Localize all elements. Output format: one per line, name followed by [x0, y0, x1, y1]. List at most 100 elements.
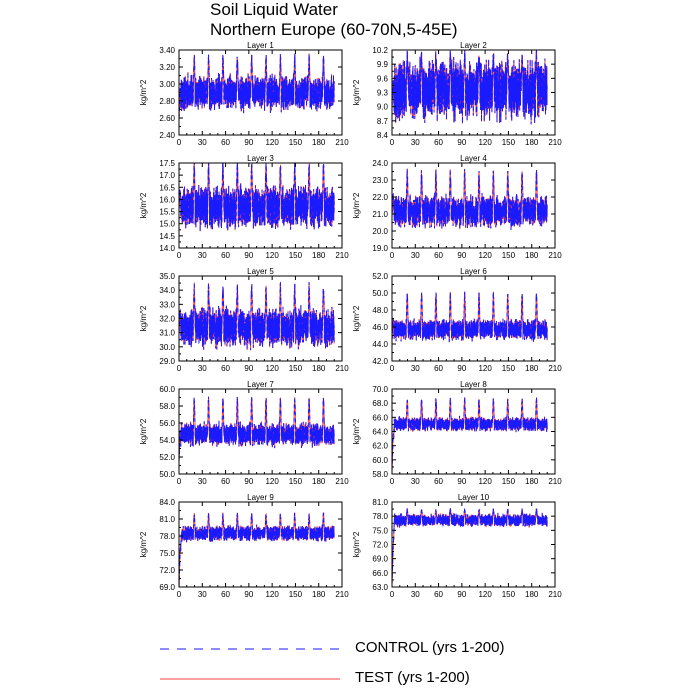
y-tick-label: 44.0	[372, 340, 388, 349]
y-tick-label: 52.0	[159, 453, 175, 462]
x-tick-label: 30	[198, 138, 207, 147]
y-tick-label: 58.0	[159, 402, 175, 411]
y-tick-label: 15.0	[159, 220, 175, 229]
y-tick-label: 68.0	[372, 399, 388, 408]
x-tick-label: 60	[434, 590, 443, 599]
x-tick-label: 210	[335, 590, 349, 599]
y-tick-label: 62.0	[372, 442, 388, 451]
x-tick-label: 180	[312, 364, 326, 373]
x-tick-label: 60	[434, 251, 443, 260]
y-tick-label: 78.0	[372, 512, 388, 521]
x-tick-label: 150	[502, 138, 516, 147]
y-tick-label: 29.0	[159, 357, 175, 366]
y-tick-label: 42.0	[372, 357, 388, 366]
x-tick-label: 210	[335, 251, 349, 260]
y-tick-label: 32.0	[159, 315, 175, 324]
x-tick-label: 180	[312, 138, 326, 147]
figure-title-line1: Soil Liquid Water	[210, 0, 338, 19]
y-tick-label: 48.0	[372, 306, 388, 315]
panel-8: Layer 8 kg/m^2 0 30 60 90 120 150 180 210 58.0 60.0…	[352, 380, 562, 486]
y-tick-label: 70.0	[372, 385, 388, 394]
y-tick-label: 17.5	[159, 159, 175, 168]
x-tick-label: 0	[390, 477, 395, 486]
x-tick-label: 90	[244, 477, 253, 486]
x-tick-label: 30	[411, 590, 420, 599]
y-tick-label: 78.0	[159, 532, 175, 541]
y-tick-label: 20.0	[372, 227, 388, 236]
y-tick-label: 60.0	[372, 456, 388, 465]
control-series-line	[179, 53, 335, 119]
control-series-line	[392, 508, 548, 585]
x-tick-label: 90	[244, 590, 253, 599]
x-tick-label: 90	[457, 138, 466, 147]
x-tick-label: 180	[525, 138, 539, 147]
y-tick-label: 9.0	[377, 103, 389, 112]
y-tick-label: 24.0	[372, 159, 388, 168]
x-tick-label: 90	[457, 251, 466, 260]
y-axis-label: kg/m^2	[139, 305, 148, 331]
y-tick-label: 69.0	[372, 555, 388, 564]
x-tick-label: 60	[221, 138, 230, 147]
panel-title: Layer 1	[247, 41, 274, 50]
y-tick-label: 3.40	[159, 46, 175, 55]
y-tick-label: 34.0	[159, 286, 175, 295]
y-tick-label: 31.0	[159, 329, 175, 338]
x-tick-label: 120	[478, 251, 492, 260]
x-tick-label: 30	[411, 138, 420, 147]
panel-9: Layer 9 kg/m^2 0 30 60 90 120 150 180 210 69.0 72.0…	[139, 493, 349, 599]
y-tick-label: 23.0	[372, 176, 388, 185]
x-tick-label: 120	[265, 251, 279, 260]
panel-5: Layer 5 kg/m^2 0 30 60 90 120 150 180 210 29.0 30.0…	[139, 267, 349, 373]
x-tick-label: 0	[390, 251, 395, 260]
x-tick-label: 150	[289, 251, 303, 260]
x-tick-label: 60	[434, 138, 443, 147]
x-tick-label: 150	[289, 364, 303, 373]
y-tick-label: 8.4	[377, 131, 389, 140]
x-tick-label: 60	[221, 251, 230, 260]
y-tick-label: 14.0	[159, 244, 175, 253]
y-tick-label: 15.5	[159, 208, 175, 217]
x-tick-label: 210	[335, 364, 349, 373]
control-series-line	[392, 50, 548, 125]
y-tick-label: 69.0	[159, 583, 175, 592]
y-tick-label: 3.20	[159, 63, 175, 72]
legend-label-test: TEST (yrs 1-200)	[355, 669, 470, 686]
x-tick-label: 120	[265, 590, 279, 599]
y-tick-label: 19.0	[372, 244, 388, 253]
y-tick-label: 16.5	[159, 183, 175, 192]
control-series-line	[179, 281, 335, 351]
x-tick-label: 30	[198, 590, 207, 599]
x-tick-label: 60	[434, 364, 443, 373]
control-series-line	[179, 512, 335, 587]
x-tick-label: 180	[525, 251, 539, 260]
y-tick-label: 33.0	[159, 300, 175, 309]
x-tick-label: 120	[478, 364, 492, 373]
panel-title: Layer 2	[460, 41, 487, 50]
x-tick-label: 150	[502, 364, 516, 373]
test-series-line	[179, 512, 335, 587]
x-tick-label: 90	[457, 477, 466, 486]
y-tick-label: 56.0	[159, 419, 175, 428]
x-tick-label: 0	[177, 477, 182, 486]
y-tick-label: 72.0	[159, 566, 175, 575]
x-tick-label: 60	[221, 477, 230, 486]
panel-6: Layer 6 kg/m^2 0 30 60 90 120 150 180 210 42.0 44.0…	[352, 267, 562, 373]
x-tick-label: 0	[390, 364, 395, 373]
x-tick-label: 0	[177, 138, 182, 147]
x-tick-label: 180	[312, 590, 326, 599]
x-tick-label: 30	[411, 477, 420, 486]
y-axis-label: kg/m^2	[139, 79, 148, 105]
panel-4: Layer 4 kg/m^2 0 30 60 90 120 150 180 210 19.0 20.0…	[352, 154, 562, 260]
y-tick-label: 81.0	[372, 498, 388, 507]
y-axis-label: kg/m^2	[352, 192, 361, 218]
panel-title: Layer 8	[460, 380, 487, 389]
x-tick-label: 180	[525, 477, 539, 486]
y-tick-label: 66.0	[372, 413, 388, 422]
x-tick-label: 90	[244, 138, 253, 147]
x-tick-label: 180	[312, 477, 326, 486]
x-tick-label: 210	[548, 590, 562, 599]
y-tick-label: 75.0	[159, 549, 175, 558]
x-tick-label: 60	[221, 590, 230, 599]
y-axis-label: kg/m^2	[139, 192, 148, 218]
x-tick-label: 0	[177, 590, 182, 599]
